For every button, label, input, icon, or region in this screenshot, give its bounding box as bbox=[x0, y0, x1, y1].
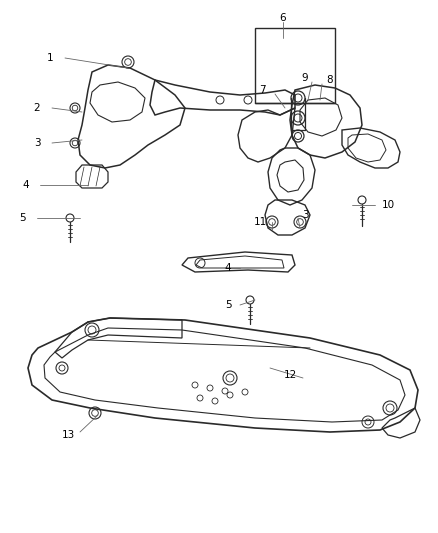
Text: 12: 12 bbox=[283, 370, 297, 380]
Text: 4: 4 bbox=[23, 180, 29, 190]
Text: 3: 3 bbox=[302, 210, 308, 220]
Text: 3: 3 bbox=[34, 138, 40, 148]
Text: 10: 10 bbox=[381, 200, 395, 210]
Text: 11: 11 bbox=[253, 217, 267, 227]
Text: 2: 2 bbox=[34, 103, 40, 113]
Text: 7: 7 bbox=[259, 85, 265, 95]
Text: 6: 6 bbox=[280, 13, 286, 23]
Text: 9: 9 bbox=[302, 73, 308, 83]
Text: 5: 5 bbox=[225, 300, 231, 310]
Text: 4: 4 bbox=[225, 263, 231, 273]
Text: 8: 8 bbox=[327, 75, 333, 85]
Bar bbox=[255, 28, 335, 103]
Text: 5: 5 bbox=[19, 213, 25, 223]
Text: 13: 13 bbox=[61, 430, 74, 440]
Text: 1: 1 bbox=[47, 53, 53, 63]
